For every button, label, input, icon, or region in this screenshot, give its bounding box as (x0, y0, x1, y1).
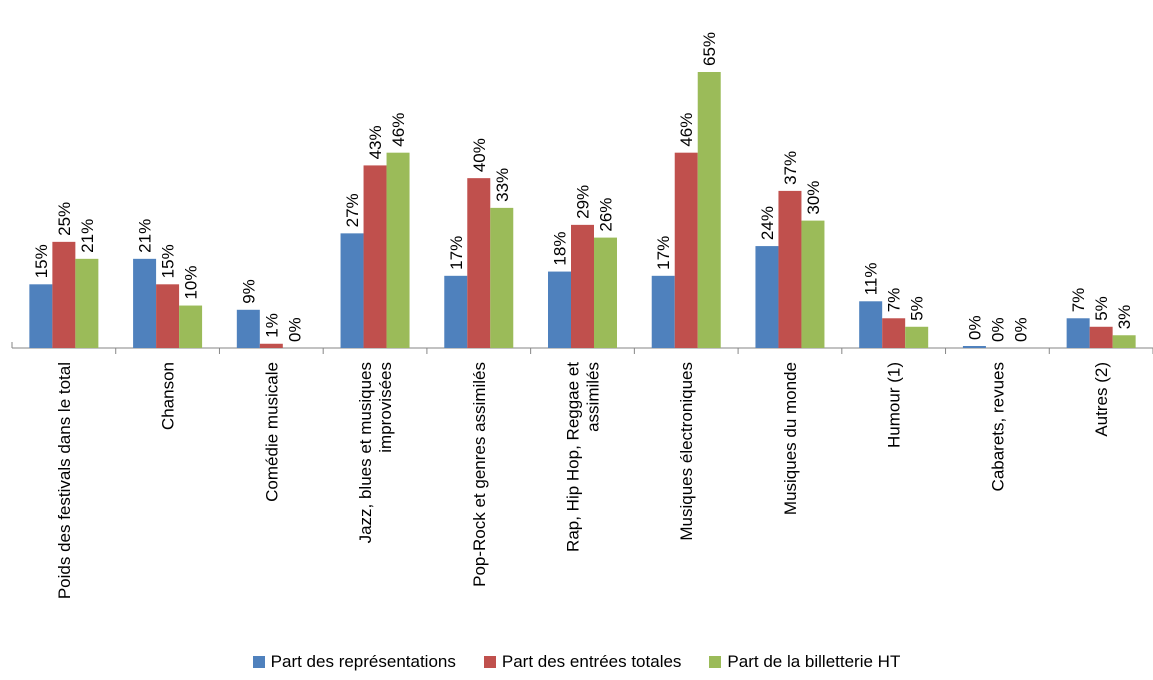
category-label: Poids des festivals dans le total (55, 362, 74, 599)
legend-item-billetterie: Part de la billetterie HT (709, 652, 900, 672)
category-label: Musiques du monde (781, 362, 800, 515)
data-label: 33% (493, 168, 512, 202)
data-label: 29% (574, 185, 593, 219)
bar (467, 178, 491, 348)
bar (75, 258, 99, 348)
bar (594, 237, 617, 348)
bar (962, 346, 986, 348)
legend-swatch-blue (252, 656, 265, 668)
data-label: 40% (470, 138, 489, 172)
legend-swatch-red (483, 656, 496, 668)
category-label: Comédie musicale (262, 362, 281, 502)
bar (29, 284, 53, 348)
data-label: 11% (862, 263, 881, 296)
data-label: 26% (597, 198, 616, 232)
category-label: Chanson (159, 362, 178, 430)
bar (490, 207, 514, 348)
bar (778, 190, 802, 348)
legend-swatch-green (709, 656, 722, 668)
bar (363, 165, 387, 348)
legend-label: Part des entrées totales (501, 652, 682, 671)
data-label: 65% (700, 32, 719, 66)
data-label: 18% (551, 232, 570, 266)
bar (571, 224, 594, 348)
bar (1066, 318, 1090, 348)
data-label: 46% (677, 113, 696, 147)
data-label: 10% (182, 266, 201, 300)
category-label: Humour (1) (885, 362, 904, 448)
category-label: assimilés (584, 362, 603, 432)
bar (133, 258, 157, 348)
bar (156, 284, 180, 348)
bar (674, 152, 698, 348)
data-label: 3% (1115, 305, 1134, 330)
data-label: 25% (55, 202, 74, 236)
category-label: Rap, Hip Hop, Reggae et (564, 362, 583, 552)
category-label: improvisées (376, 362, 395, 453)
bar (444, 275, 468, 348)
data-label: 7% (885, 288, 904, 313)
data-label: 9% (239, 279, 258, 304)
bar (859, 301, 883, 348)
data-label: 37% (781, 151, 800, 185)
legend: Part des représentations Part des entrée… (0, 652, 1153, 672)
category-label: Jazz, blues et musiques (356, 362, 375, 543)
bar (179, 305, 203, 348)
data-label: 0% (285, 317, 304, 342)
data-label: 46% (389, 113, 408, 147)
legend-label: Part de la billetterie HT (727, 652, 901, 671)
category-label: Cabarets, revues (988, 362, 1007, 491)
data-label: 27% (343, 193, 362, 227)
bar (548, 271, 571, 348)
data-label: 15% (32, 244, 51, 278)
data-label: 0% (1011, 317, 1030, 342)
bar (801, 220, 825, 348)
category-label: Pop-Rock et genres assimilés (470, 362, 489, 587)
bar (259, 343, 283, 348)
bar (340, 233, 364, 348)
data-label: 17% (447, 236, 466, 270)
bar (52, 241, 76, 348)
data-label: 43% (366, 125, 385, 159)
data-label: 21% (78, 219, 97, 253)
bar (651, 275, 675, 348)
bar (236, 309, 260, 348)
bar (697, 72, 721, 348)
data-label: 30% (804, 181, 823, 215)
legend-item-representations: Part des représentations (252, 652, 456, 672)
category-label: Musiques électroniques (677, 362, 696, 541)
category-label: Autres (2) (1092, 362, 1111, 437)
bar (1112, 335, 1136, 348)
data-label: 21% (136, 219, 155, 253)
data-label: 1% (262, 313, 281, 338)
bar (1089, 326, 1113, 348)
legend-item-entrees: Part des entrées totales (483, 652, 682, 672)
bar (882, 318, 906, 348)
bar (905, 326, 929, 348)
data-label: 5% (908, 296, 927, 321)
data-label: 0% (965, 315, 984, 340)
data-label: 7% (1069, 288, 1088, 313)
data-label: 0% (988, 317, 1007, 342)
data-label: 17% (654, 236, 673, 270)
bar (386, 152, 410, 348)
bar (755, 246, 779, 348)
data-label: 5% (1092, 296, 1111, 321)
data-label: 24% (758, 206, 777, 240)
data-label: 15% (159, 244, 178, 278)
legend-label: Part des représentations (270, 652, 456, 671)
